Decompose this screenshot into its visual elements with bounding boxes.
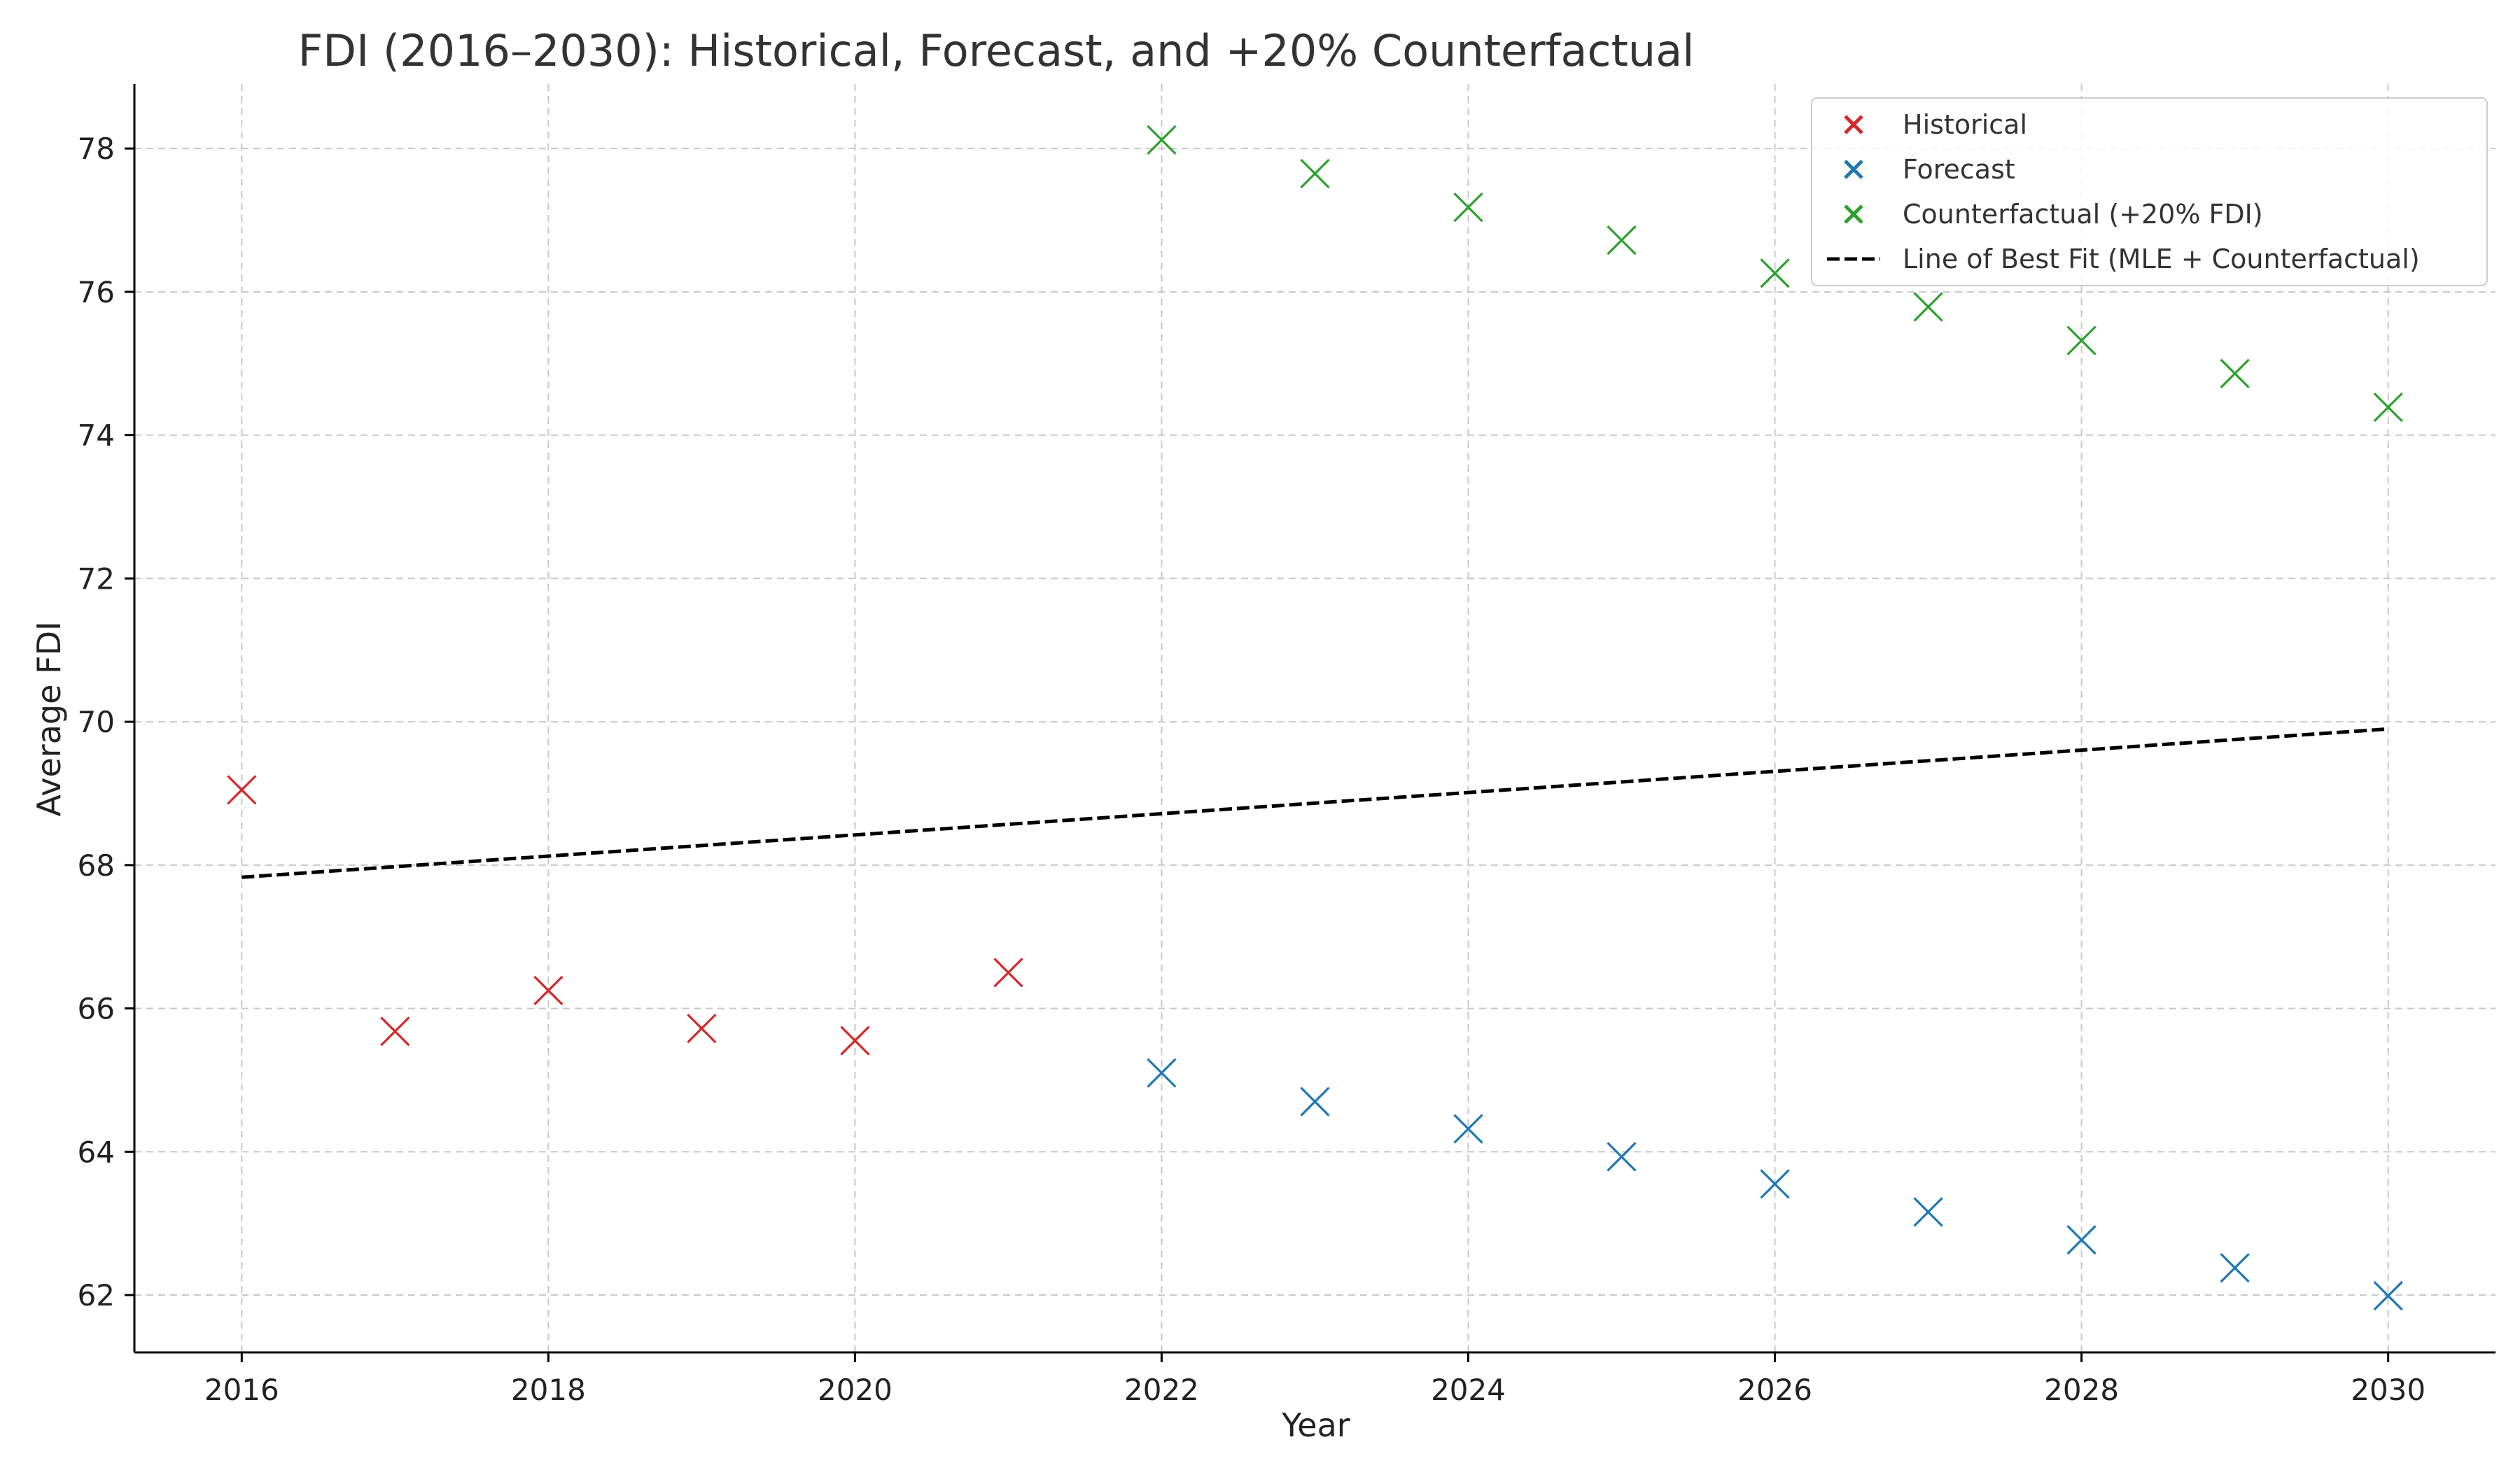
forecast-point [1760,1169,1790,1199]
forecast-point [1913,1197,1943,1227]
x-tick-label: 2028 [2044,1373,2119,1407]
counterfactual-20-fdi-point [1453,192,1483,223]
counterfactual-20-fdi-point [1147,125,1177,155]
y-tick-label: 76 [78,275,115,309]
y-tick-label: 62 [78,1278,115,1312]
forecast-point [2220,1253,2250,1283]
legend-box [1811,97,2488,286]
axis-ticks: 2016 2018 2020 2022 2024 2026 2028 2030 62 64 66 68… [78,132,2426,1407]
legend-marker-swatch [1844,115,1863,134]
historical-series [227,775,1023,1056]
counterfactual-20-fdi-point [1606,225,1637,255]
markers-layer [227,125,2403,1311]
y-tick-label: 74 [78,419,115,453]
chart-title: FDI (2016–2030): Historical, Forecast, a… [298,25,1695,76]
counterfactual-20-fdi-point [2220,358,2250,388]
counterfactual-20-fdi-series [1147,125,2403,422]
forecast-point [1606,1142,1637,1172]
grid [134,84,2496,1352]
historical-point [533,975,564,1006]
legend-entry-forecast: Forecast [1903,154,2015,185]
x-tick-label: 2024 [1431,1373,1506,1407]
historical-point [227,775,257,805]
counterfactual-20-fdi-point [1300,158,1330,189]
forecast-point [1453,1114,1483,1144]
x-tick-label: 2022 [1124,1373,1199,1407]
x-tick-label: 2018 [511,1373,586,1407]
legend: Historical Forecast Counterfactual (+20% F… [1811,97,2488,286]
historical-point [687,1014,717,1044]
historical-point [380,1016,410,1046]
x-tick-label: 2020 [818,1373,892,1407]
x-tick-label: 2030 [2351,1373,2426,1407]
legend-entry-historical: Historical [1903,109,2027,140]
forecast-series [1147,1058,2403,1311]
axes-spines [133,84,2496,1354]
best-fit-line [241,727,2388,879]
counterfactual-20-fdi-point [1760,258,1790,288]
forecast-point [2373,1280,2403,1311]
y-tick-label: 64 [78,1135,115,1169]
y-tick-label: 72 [78,561,115,596]
x-tick-label: 2016 [204,1373,279,1407]
y-tick-label: 66 [78,992,115,1026]
x-axis-label: Year [1281,1406,1350,1444]
legend-entry-line-of-best-fit-mle-counterfactual: Line of Best Fit (MLE + Counterfactual) [1903,244,2420,274]
historical-point [993,958,1023,988]
forecast-point [2066,1225,2096,1255]
y-axis-label: Average FDI [30,622,68,817]
y-tick-label: 70 [78,705,115,739]
historical-point [840,1026,870,1056]
y-tick-label: 78 [78,132,115,166]
legend-marker-swatch [1844,204,1863,224]
counterfactual-20-fdi-point [2373,392,2403,422]
forecast-point [1147,1058,1177,1088]
y-tick-label: 68 [78,848,115,883]
legend-marker-swatch [1844,160,1863,179]
legend-entry-counterfactual-20-fdi: Counterfactual (+20% FDI) [1903,199,2263,230]
forecast-point [1300,1086,1330,1116]
x-tick-label: 2026 [1737,1373,1812,1407]
counterfactual-20-fdi-point [1913,292,1943,322]
counterfactual-20-fdi-point [2066,326,2096,356]
best-fit-layer [241,727,2388,879]
